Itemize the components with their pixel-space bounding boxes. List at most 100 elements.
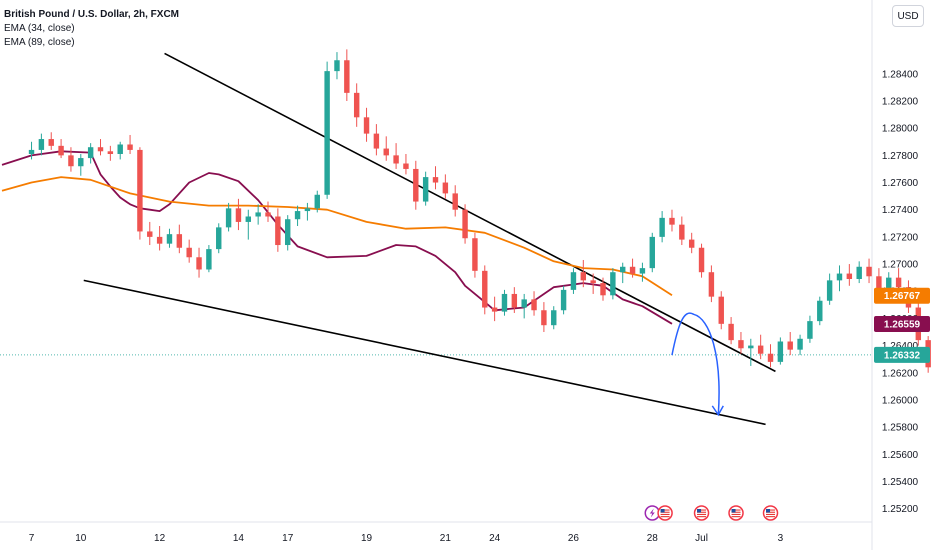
candle[interactable]	[688, 232, 695, 254]
candle[interactable]	[225, 202, 232, 232]
candle[interactable]	[38, 133, 45, 156]
lightning-icon[interactable]	[644, 505, 661, 521]
candle[interactable]	[757, 334, 764, 360]
candle[interactable]	[78, 154, 84, 176]
lower-trendline[interactable]	[83, 279, 766, 426]
candle[interactable]	[117, 141, 123, 160]
candle[interactable]	[373, 124, 380, 156]
candle[interactable]	[541, 302, 547, 332]
price-label[interactable]: 1.26332	[874, 346, 930, 363]
candle[interactable]	[265, 201, 271, 222]
candle[interactable]	[639, 262, 646, 282]
candle[interactable]	[797, 334, 803, 356]
candle[interactable]	[472, 232, 478, 278]
candle[interactable]	[186, 239, 192, 263]
candle[interactable]	[275, 208, 281, 252]
candle[interactable]	[206, 245, 212, 273]
candle[interactable]	[629, 258, 636, 278]
candle[interactable]	[708, 265, 715, 303]
candle[interactable]	[718, 291, 724, 330]
candle[interactable]	[836, 265, 843, 292]
candle[interactable]	[846, 264, 853, 286]
candle[interactable]	[580, 259, 587, 288]
candle[interactable]	[462, 204, 468, 244]
ema-89-label[interactable]: EMA (89, close)	[4, 37, 75, 48]
candle[interactable]	[107, 145, 114, 161]
us-flag-icon[interactable]	[728, 505, 744, 521]
candle[interactable]	[176, 224, 183, 254]
candle[interactable]	[856, 261, 862, 284]
candle[interactable]	[383, 136, 389, 161]
candle[interactable]	[590, 273, 596, 294]
candle[interactable]	[659, 211, 665, 243]
ema-34-line[interactable]	[1, 150, 673, 325]
candle[interactable]	[560, 285, 567, 315]
candle[interactable]	[482, 265, 488, 315]
candle[interactable]	[551, 306, 557, 330]
ema-34-label[interactable]: EMA (34, close)	[4, 23, 75, 34]
price-label[interactable]: 1.26559	[874, 315, 930, 332]
candle[interactable]	[97, 139, 104, 156]
candle[interactable]	[620, 262, 626, 284]
candle[interactable]	[28, 141, 35, 160]
candle[interactable]	[817, 296, 823, 326]
candle[interactable]	[807, 315, 813, 343]
upper-trendline[interactable]	[164, 52, 776, 373]
candle[interactable]	[363, 107, 370, 142]
projection-path[interactable]	[671, 312, 720, 415]
candle[interactable]	[649, 232, 655, 273]
symbol-title[interactable]: British Pound / U.S. Dollar, 2h, FXCM	[4, 9, 180, 20]
candle[interactable]	[767, 344, 774, 368]
candle[interactable]	[294, 205, 301, 227]
candle[interactable]	[442, 174, 449, 199]
candle[interactable]	[156, 226, 163, 251]
candle[interactable]	[324, 61, 330, 199]
candle[interactable]	[304, 202, 311, 221]
candle[interactable]	[600, 277, 606, 301]
candle[interactable]	[787, 331, 793, 356]
candle[interactable]	[669, 209, 675, 232]
currency-button[interactable]: USD	[892, 5, 924, 27]
candle[interactable]	[610, 268, 616, 300]
candle[interactable]	[531, 291, 537, 316]
candle[interactable]	[738, 331, 744, 354]
candle[interactable]	[127, 134, 133, 154]
candle[interactable]	[166, 228, 173, 248]
candle[interactable]	[216, 223, 222, 254]
ema-89-line[interactable]	[1, 176, 673, 297]
candle[interactable]	[393, 143, 399, 169]
candle[interactable]	[432, 166, 439, 190]
candle[interactable]	[353, 83, 360, 127]
candle[interactable]	[58, 139, 64, 159]
candle[interactable]	[521, 293, 527, 319]
us-flag-icon[interactable]	[657, 505, 673, 521]
candle[interactable]	[87, 143, 94, 164]
candle[interactable]	[570, 268, 577, 294]
candle[interactable]	[255, 204, 261, 225]
candle[interactable]	[334, 52, 340, 80]
candle[interactable]	[452, 185, 458, 217]
candle[interactable]	[147, 221, 153, 246]
candle[interactable]	[511, 287, 518, 313]
candle[interactable]	[826, 273, 833, 305]
candle[interactable]	[728, 317, 734, 345]
candle[interactable]	[698, 243, 705, 278]
us-flag-icon[interactable]	[693, 505, 710, 521]
candle[interactable]	[866, 258, 872, 284]
candle[interactable]	[245, 209, 252, 240]
candle[interactable]	[491, 296, 498, 322]
candle[interactable]	[137, 147, 143, 240]
candle[interactable]	[403, 154, 409, 175]
candle[interactable]	[68, 147, 74, 172]
candle[interactable]	[235, 198, 242, 231]
price-label[interactable]: 1.26767	[874, 287, 930, 304]
candle[interactable]	[413, 160, 419, 210]
candle[interactable]	[777, 337, 784, 365]
candle[interactable]	[679, 216, 685, 246]
us-flag-icon[interactable]	[762, 505, 779, 521]
candle[interactable]	[48, 132, 54, 150]
candle[interactable]	[285, 215, 291, 251]
candle[interactable]	[344, 49, 350, 102]
